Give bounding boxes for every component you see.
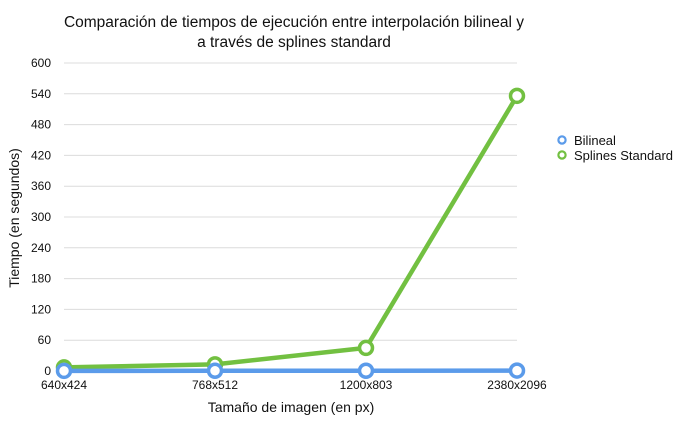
- y-tick-label: 300: [31, 210, 51, 224]
- series-line: [61, 93, 520, 370]
- x-tick-label: 2380x2096: [487, 378, 547, 392]
- x-tick-label: 1200x803: [340, 378, 393, 392]
- y-tick-labels: 0 60 120 180 240 300 360 420 480 540 600: [31, 56, 51, 378]
- data-point-marker: [357, 362, 375, 379]
- legend-label: Bilineal: [574, 133, 616, 148]
- y-tick-label: 180: [31, 272, 51, 286]
- data-point-marker: [206, 362, 224, 380]
- chart-title-line-2: a través de splines standard: [197, 34, 391, 51]
- y-tick-label: 240: [31, 241, 51, 255]
- grid-lines: [64, 62, 517, 341]
- legend-marker: [557, 135, 567, 145]
- legend-marker: [557, 150, 567, 160]
- x-tick-label: 768x512: [192, 378, 238, 392]
- series-lines: [55, 87, 526, 380]
- chart-title-line-1: Comparación de tiempos de ejecución entr…: [64, 14, 524, 31]
- data-point-marker: [357, 339, 375, 357]
- y-tick-label: 360: [31, 179, 51, 193]
- y-tick-label: 540: [31, 87, 51, 101]
- y-tick-label: 600: [31, 56, 51, 70]
- y-axis-label: Tiempo (en segundos): [6, 148, 22, 288]
- legend-item: Bilineal: [557, 133, 616, 148]
- y-tick-label: 60: [38, 333, 52, 347]
- legend-item: Splines Standard: [557, 148, 673, 163]
- x-axis-label: Tamaño de imagen (en px): [208, 399, 375, 415]
- legend-label: Splines Standard: [574, 148, 673, 163]
- series-splines-standard: [55, 87, 526, 376]
- y-tick-label: 480: [31, 118, 51, 132]
- y-tick-label: 0: [44, 364, 51, 378]
- y-tick-label: 420: [31, 148, 51, 162]
- x-tick-labels: 640x424 768x512 1200x803 2380x2096: [41, 378, 547, 392]
- data-point-marker: [508, 87, 526, 105]
- series-bilineal: [55, 362, 526, 380]
- y-tick-label: 120: [31, 302, 51, 316]
- x-tick-label: 640x424: [41, 378, 87, 392]
- data-point-marker: [55, 362, 73, 380]
- data-point-marker: [508, 362, 526, 379]
